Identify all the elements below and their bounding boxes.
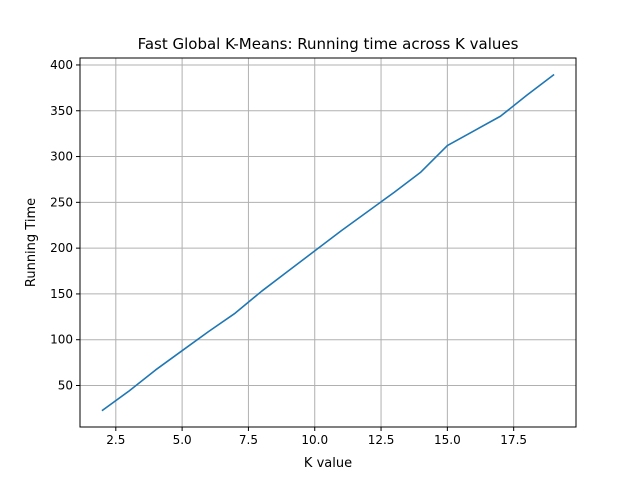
series-line xyxy=(101,73,555,412)
y-tick-label: 50 xyxy=(58,379,73,393)
y-axis: 50 100 150 200 250 300 350 400 xyxy=(50,58,80,393)
x-tick-label: 2.5 xyxy=(106,433,125,447)
y-tick-label: 250 xyxy=(50,195,73,209)
x-tick-label: 12.5 xyxy=(368,433,395,447)
grid xyxy=(80,58,576,427)
series-layer xyxy=(101,73,555,412)
chart-title: Fast Global K-Means: Running time across… xyxy=(138,35,519,53)
y-tick-label: 400 xyxy=(50,58,73,72)
x-tick-label: 5.0 xyxy=(173,433,192,447)
y-tick-label: 150 xyxy=(50,287,73,301)
x-tick-label: 15.0 xyxy=(434,433,461,447)
y-axis-label: Running Time xyxy=(24,198,39,287)
y-tick-label: 350 xyxy=(50,104,73,118)
x-tick-label: 7.5 xyxy=(239,433,258,447)
x-tick-label: 17.5 xyxy=(500,433,527,447)
y-tick-label: 100 xyxy=(50,333,73,347)
x-axis: 2.5 5.0 7.5 10.0 12.5 15.0 17.5 xyxy=(106,427,527,447)
y-tick-label: 200 xyxy=(50,241,73,255)
y-tick-label: 300 xyxy=(50,150,73,164)
x-axis-label: K value xyxy=(304,456,352,471)
x-tick-label: 10.0 xyxy=(301,433,328,447)
plot-frame xyxy=(79,57,577,428)
